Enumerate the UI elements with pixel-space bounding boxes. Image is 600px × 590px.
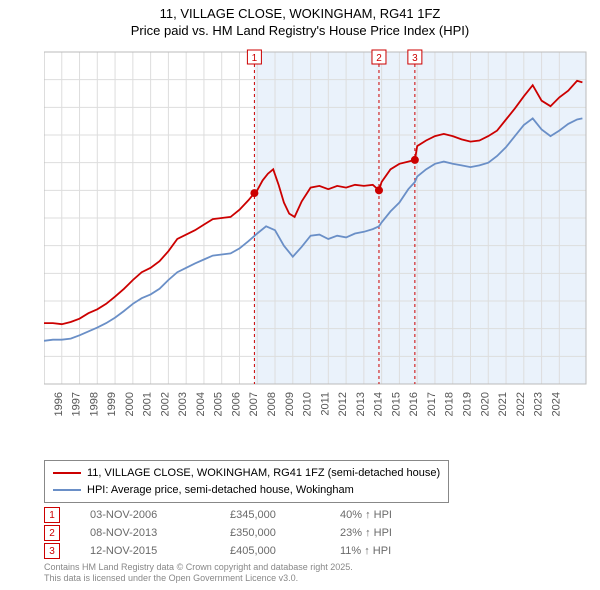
chart-title: 11, VILLAGE CLOSE, WOKINGHAM, RG41 1FZ P… [0,0,600,40]
x-tick-label: 2000 [124,392,136,416]
x-tick-label: 2010 [302,392,314,416]
attribution-line-2: This data is licensed under the Open Gov… [44,573,353,584]
x-tick-label: 2008 [266,392,278,416]
legend-item: 11, VILLAGE CLOSE, WOKINGHAM, RG41 1FZ (… [53,465,440,482]
x-tick-label: 2001 [142,392,154,416]
x-tick-label: 2004 [195,392,207,416]
transaction-marker: 2 [44,525,60,541]
x-tick-label: 1998 [88,392,100,416]
x-tick-label: 1999 [106,392,118,416]
transaction-row: 2 08-NOV-2013£350,00023% ↑ HPI [44,524,460,542]
x-tick-label: 2020 [479,392,491,416]
transaction-pct: 11% ↑ HPI [340,545,460,557]
transaction-price: £405,000 [230,545,340,557]
x-tick-label: 2019 [461,392,473,416]
x-tick-label: 2012 [337,392,349,416]
x-tick-label: 1997 [71,392,83,416]
x-tick-label: 2014 [373,392,385,416]
marker-number: 1 [252,53,258,64]
x-tick-label: 2013 [355,392,367,416]
x-tick-label: 2023 [533,392,545,416]
line-chart: £0£50K£100K£150K£200K£250K£300K£350K£400… [44,48,592,430]
title-line-2: Price paid vs. HM Land Registry's House … [0,23,600,40]
transaction-marker: 3 [44,543,60,559]
transaction-date: 08-NOV-2013 [90,527,230,539]
x-tick-label: 1995 [44,392,47,416]
x-tick-label: 2009 [284,392,296,416]
x-tick-label: 2007 [248,392,260,416]
transaction-marker: 1 [44,507,60,523]
x-tick-label: 2024 [550,392,562,416]
x-tick-label: 2005 [213,392,225,416]
x-tick-label: 2002 [159,392,171,416]
legend-swatch [53,489,81,491]
x-tick-label: 2021 [497,392,509,416]
transaction-date: 03-NOV-2006 [90,509,230,521]
attribution-line-1: Contains HM Land Registry data © Crown c… [44,562,353,573]
legend-swatch [53,472,81,474]
transaction-price: £345,000 [230,509,340,521]
x-tick-label: 2016 [408,392,420,416]
transaction-row: 1 03-NOV-2006£345,00040% ↑ HPI [44,506,460,524]
marker-number: 3 [412,53,418,64]
legend-label: 11, VILLAGE CLOSE, WOKINGHAM, RG41 1FZ (… [87,465,440,482]
x-tick-label: 2003 [177,392,189,416]
x-tick-label: 2006 [230,392,242,416]
x-tick-label: 2015 [390,392,402,416]
x-tick-label: 2018 [444,392,456,416]
transaction-row: 3 12-NOV-2015£405,00011% ↑ HPI [44,542,460,560]
legend-item: HPI: Average price, semi-detached house,… [53,482,440,499]
x-tick-label: 2017 [426,392,438,416]
x-tick-label: 1996 [53,392,65,416]
transaction-pct: 23% ↑ HPI [340,527,460,539]
title-line-1: 11, VILLAGE CLOSE, WOKINGHAM, RG41 1FZ [0,6,600,23]
legend-label: HPI: Average price, semi-detached house,… [87,482,354,499]
transaction-pct: 40% ↑ HPI [340,509,460,521]
transaction-date: 12-NOV-2015 [90,545,230,557]
x-tick-label: 2022 [515,392,527,416]
transaction-price: £350,000 [230,527,340,539]
legend: 11, VILLAGE CLOSE, WOKINGHAM, RG41 1FZ (… [44,460,449,503]
x-tick-label: 2011 [319,392,331,416]
attribution: Contains HM Land Registry data © Crown c… [44,562,353,585]
marker-number: 2 [376,53,382,64]
chart-container: 11, VILLAGE CLOSE, WOKINGHAM, RG41 1FZ P… [0,0,600,590]
transactions-table: 1 03-NOV-2006£345,00040% ↑ HPI 2 08-NOV-201… [44,506,460,560]
